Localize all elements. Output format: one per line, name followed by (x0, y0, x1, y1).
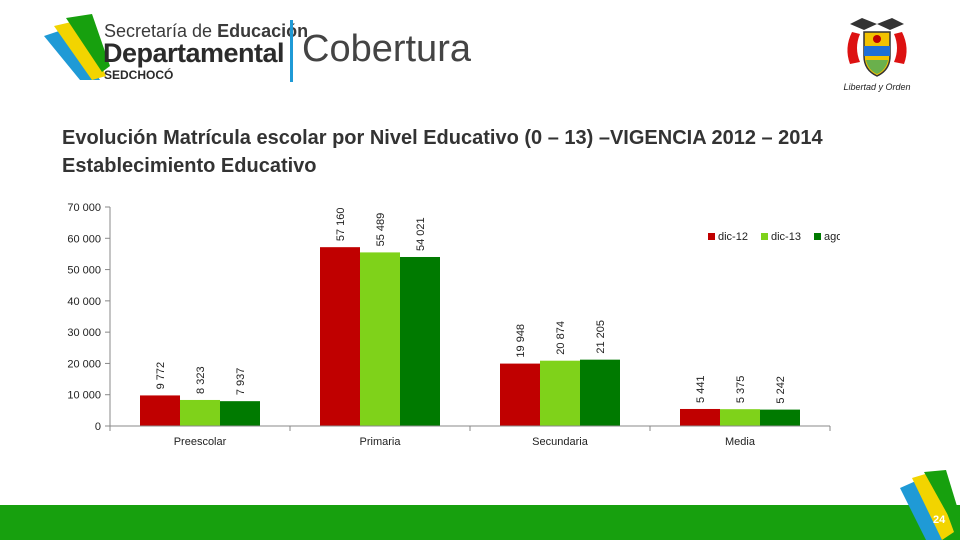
bar (400, 256, 440, 426)
header: Secretaría de Educación Departamental SE… (0, 0, 960, 110)
data-label: 5 375 (735, 376, 747, 404)
bar (500, 363, 540, 426)
y-tick-label: 0 (95, 421, 101, 433)
bar (220, 401, 260, 426)
bar (360, 252, 400, 426)
data-label: 5 242 (775, 376, 787, 404)
data-label: 19 948 (515, 324, 527, 358)
slide-title: Evolución Matrícula escolar por Nivel Ed… (62, 127, 823, 177)
data-label: 21 205 (595, 320, 607, 354)
y-tick-label: 20 000 (67, 358, 101, 370)
data-label: 20 874 (555, 321, 567, 355)
data-label: 57 160 (335, 208, 347, 242)
data-label: 54 021 (415, 217, 427, 251)
crest-caption: Libertad y Orden (843, 82, 911, 92)
bar (140, 395, 180, 426)
y-tick-label: 40 000 (67, 296, 101, 308)
section-title: Cobertura (302, 28, 471, 70)
data-label: 7 937 (235, 368, 247, 396)
footer-bar (0, 505, 960, 540)
logo-text-line2: Departamental (103, 38, 285, 68)
legend-label: ago-14 (824, 231, 840, 243)
bar (760, 409, 800, 426)
legend: dic-12 dic-13 ago-14 (708, 231, 840, 243)
x-tick-label: Preescolar (174, 436, 227, 448)
bars: 9 772 8 323 7 937 57 160 55 489 54 021 19 948 2… (140, 208, 800, 426)
data-label: 9 772 (155, 362, 167, 390)
bar (580, 359, 620, 426)
logo-text-line3: SEDCHOCÓ (104, 68, 174, 82)
page-number: 24 (933, 514, 946, 526)
data-label: 8 323 (195, 366, 207, 394)
y-tick-label: 30 000 (67, 327, 101, 339)
bar-chart: 0 10 000 20 000 30 000 40 000 50 000 60 000 70 … (67, 202, 840, 448)
swoosh-logo-icon (44, 14, 110, 80)
data-label: 5 441 (695, 375, 707, 403)
y-tick-label: 10 000 (67, 390, 101, 402)
legend-swatch (708, 233, 715, 240)
bar (540, 360, 580, 426)
bar (680, 408, 720, 426)
bar (720, 409, 760, 426)
x-tick-label: Secundaria (532, 436, 589, 448)
y-tick-label: 50 000 (67, 265, 101, 277)
bar (180, 399, 220, 426)
legend-label: dic-13 (771, 231, 801, 243)
colombia-coat-of-arms-icon (847, 18, 907, 77)
x-tick-label: Primaria (360, 436, 402, 448)
bar (320, 247, 360, 426)
logo-text-line1: Secretaría de Educación (104, 21, 309, 41)
legend-swatch (761, 233, 768, 240)
y-tick-label: 70 000 (67, 202, 101, 214)
x-axis: Preescolar Primaria Secundaria Media (109, 425, 831, 448)
legend-label: dic-12 (718, 231, 748, 243)
corner-swoosh-icon (900, 470, 960, 540)
y-axis: 0 10 000 20 000 30 000 40 000 50 000 60 000 70 … (67, 202, 111, 433)
logo-divider (290, 20, 293, 82)
x-tick-label: Media (725, 436, 756, 448)
y-tick-label: 60 000 (67, 233, 101, 245)
data-label: 55 489 (375, 213, 387, 247)
legend-swatch (814, 233, 821, 240)
